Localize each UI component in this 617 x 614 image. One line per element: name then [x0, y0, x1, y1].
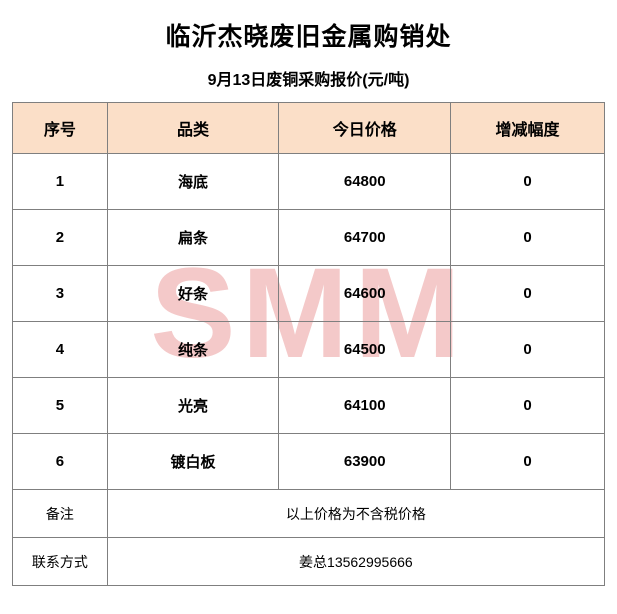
column-header-change: 增减幅度	[450, 102, 605, 154]
cell-type: 光亮	[106, 377, 280, 434]
table-row: 3 好条 64600 0	[12, 265, 605, 322]
table-note-row: 联系方式 姜总13562995666	[12, 537, 606, 586]
table-header-row: 序号 品类 今日价格 增减幅度	[12, 102, 605, 154]
page-subtitle: 9月13日废铜采购报价(元/吨)	[207, 72, 410, 89]
note-label-contact: 联系方式	[12, 537, 108, 586]
table-body: 1 海底 64800 0 2 扁条 64700 0 3 好条 64600 0	[12, 153, 606, 586]
table-note-row: 备注 以上价格为不含税价格	[12, 489, 606, 538]
cell-type: 好条	[106, 265, 280, 322]
table-row: 4 纯条 64500 0	[12, 321, 605, 378]
cell-price: 64700	[278, 209, 452, 266]
column-header-seq: 序号	[12, 102, 108, 154]
note-label-remark: 备注	[12, 489, 108, 538]
table-row: 6 镀白板 63900 0	[12, 433, 605, 490]
cell-price: 64800	[278, 153, 452, 210]
cell-type: 镀白板	[106, 433, 280, 490]
table-row: 5 光亮 64100 0	[12, 377, 605, 434]
note-value-contact: 姜总13562995666	[106, 537, 606, 586]
cell-seq: 6	[12, 433, 108, 490]
cell-change: 0	[450, 377, 605, 434]
table-row: 2 扁条 64700 0	[12, 209, 605, 266]
table-head: 序号 品类 今日价格 增减幅度	[12, 102, 605, 154]
cell-price: 64500	[278, 321, 452, 378]
cell-type: 扁条	[106, 209, 280, 266]
cell-change: 0	[450, 265, 605, 322]
column-header-price: 今日价格	[278, 102, 452, 154]
cell-type: 纯条	[106, 321, 280, 378]
table-row: 1 海底 64800 0	[12, 153, 605, 210]
table-container: SMM 序号 品类 今日价格 增减幅度 1 海底 6	[12, 102, 606, 586]
cell-type: 海底	[106, 153, 280, 210]
cell-price: 64100	[278, 377, 452, 434]
cell-change: 0	[450, 209, 605, 266]
cell-change: 0	[450, 153, 605, 210]
cell-change: 0	[450, 321, 605, 378]
cell-seq: 2	[12, 209, 108, 266]
cell-price: 64600	[278, 265, 452, 322]
note-value-remark: 以上价格为不含税价格	[106, 489, 606, 538]
cell-price: 63900	[278, 433, 452, 490]
column-header-type: 品类	[106, 102, 280, 154]
cell-change: 0	[450, 433, 605, 490]
page-title: 临沂杰晓废旧金属购销处	[165, 23, 452, 51]
cell-seq: 4	[12, 321, 108, 378]
cell-seq: 5	[12, 377, 108, 434]
cell-seq: 1	[12, 153, 108, 210]
cell-seq: 3	[12, 265, 108, 322]
price-table: 序号 品类 今日价格 增减幅度 1 海底 64800 0 2 扁条 64700	[12, 102, 606, 586]
